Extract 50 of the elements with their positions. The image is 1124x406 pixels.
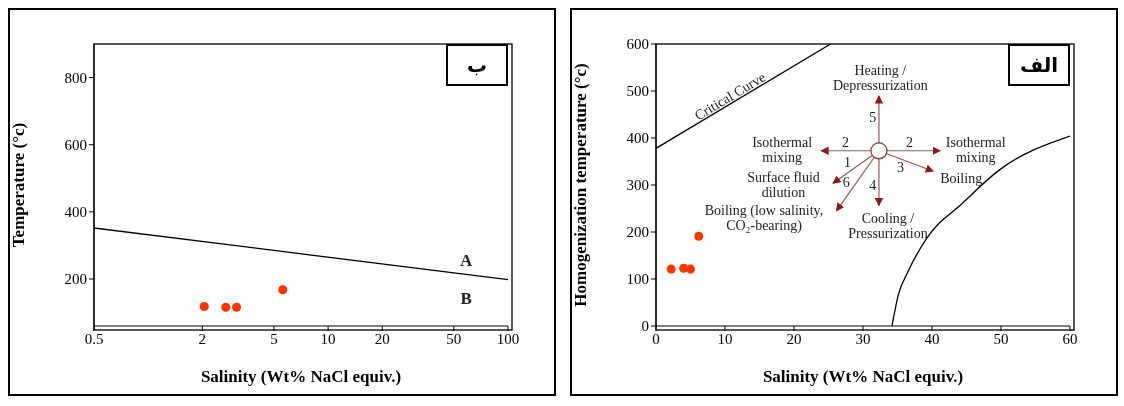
annotation: Boiling (low salinity, CO₂-bearing)	[704, 203, 824, 235]
annotation: 2	[841, 134, 849, 150]
annotation: Isothermal mixing	[945, 135, 1006, 166]
y-tick-label: 400	[64, 204, 87, 221]
x-axis-title: Salinity (Wt% NaCl equiv.)	[762, 367, 964, 386]
annotation: Isothermal mixing	[752, 135, 813, 166]
y-tick-label: 500	[626, 83, 649, 100]
annotation: 5	[869, 110, 877, 126]
x-axis-title: Salinity (Wt% NaCl equiv.)	[200, 367, 402, 386]
x-tick-label: 40	[924, 330, 940, 347]
x-tick-label: 2	[198, 330, 207, 347]
annotation: 3	[897, 159, 905, 175]
annotation: Cooling / Pressurization	[848, 210, 928, 241]
point	[685, 264, 696, 274]
y-tick-label: 600	[64, 137, 87, 154]
y-tick-label: 600	[626, 36, 649, 53]
x-tick-label: 20	[374, 330, 390, 347]
y-tick-label: 100	[626, 271, 649, 288]
annotation: A	[460, 251, 474, 271]
y-tick-label: 0	[641, 318, 649, 335]
x-tick-label: 0.5	[84, 330, 104, 347]
annotation: Heating / Depressurization	[832, 63, 928, 94]
x-tick-label: 50	[446, 330, 462, 347]
text: الف	[1008, 44, 1070, 86]
x-tick-label: 60	[1062, 330, 1078, 347]
y-tick-label: 300	[626, 177, 649, 194]
annotation: 4	[869, 178, 877, 194]
annotation: B	[460, 288, 472, 308]
x-tick-label: 10	[717, 330, 733, 347]
y-tick-label: 400	[626, 130, 649, 147]
annotation: 6	[842, 175, 850, 191]
annotation: Boiling	[940, 170, 983, 186]
y-axis-title: Homogenization temperature (°c)	[571, 63, 591, 307]
x-tick-label: 20	[786, 330, 802, 347]
x-tick-label: 0	[652, 330, 660, 347]
x-tick-label: 50	[993, 330, 1009, 347]
annotation: Surface fluid dilution	[747, 170, 820, 201]
point	[666, 264, 676, 274]
x-tick-label: 30	[855, 330, 871, 347]
x-tick-label: 100	[496, 330, 520, 347]
y-tick-label: 800	[64, 69, 87, 86]
y-tick-label: 200	[64, 271, 87, 288]
x-tick-label: 10	[320, 330, 336, 347]
y-axis-title: Temperature (°c)	[9, 122, 29, 248]
text: ب	[446, 44, 508, 86]
point	[694, 231, 704, 241]
annotation: 1	[844, 155, 852, 171]
x-tick-label: 5	[270, 330, 278, 347]
annotation: 2	[906, 134, 914, 150]
y-tick-label: 200	[626, 224, 649, 241]
